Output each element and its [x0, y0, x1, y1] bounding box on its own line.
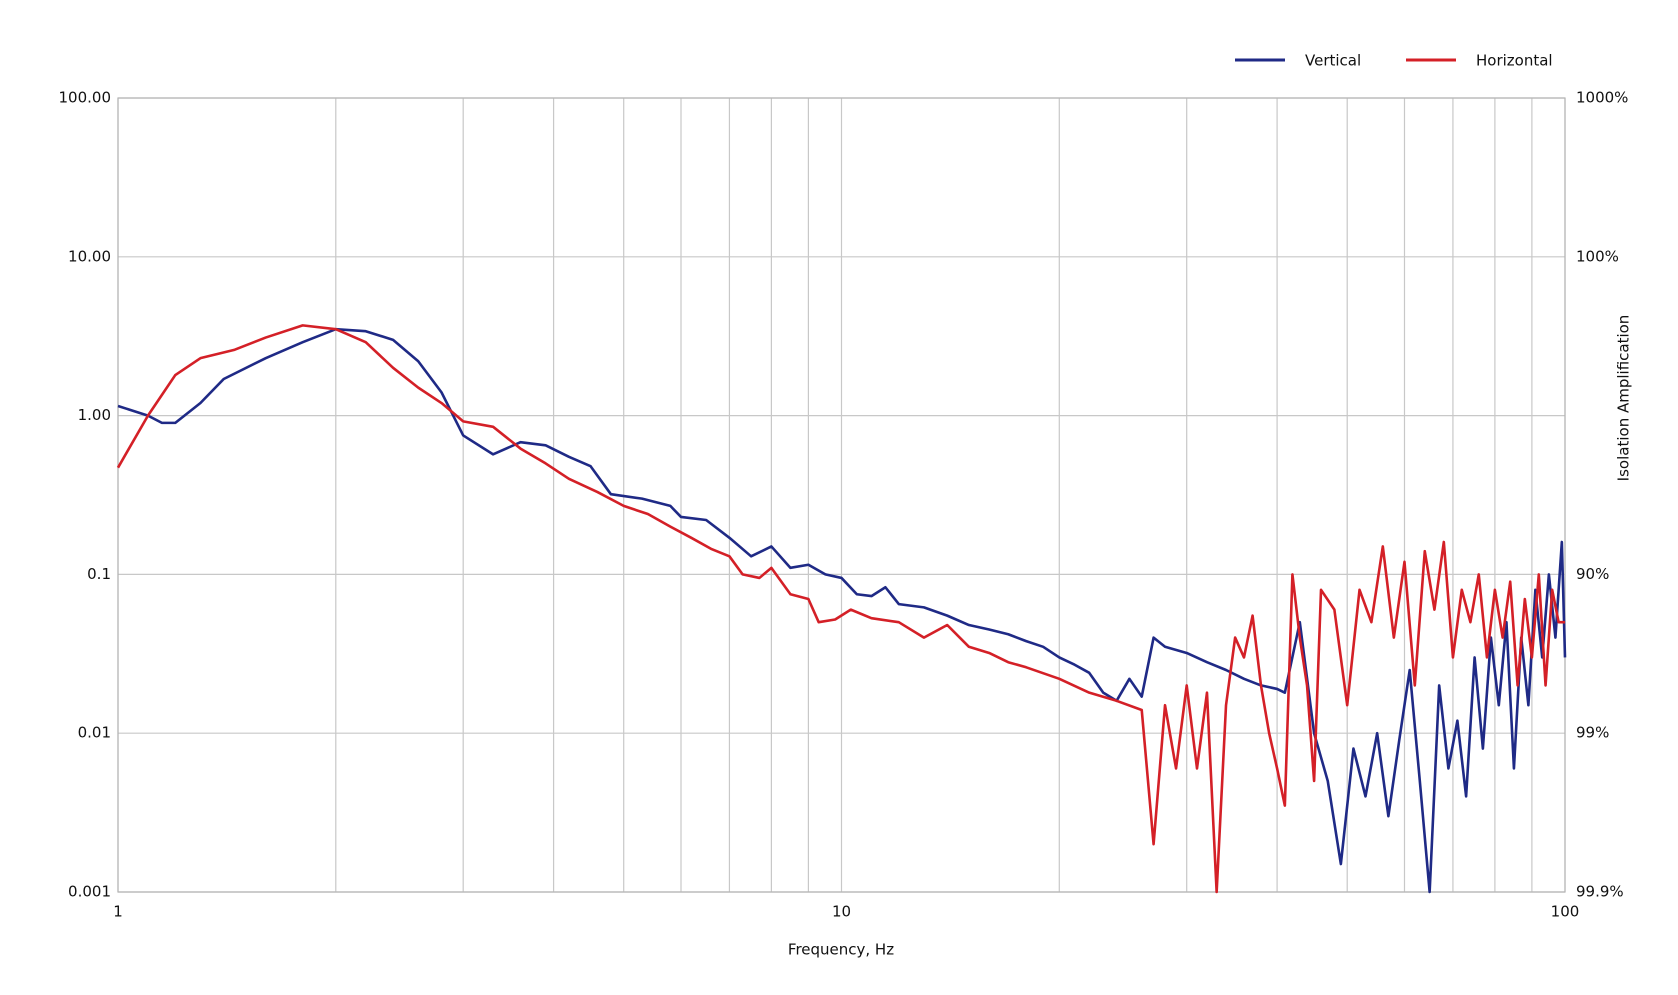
y2-tick-label: 100% — [1576, 247, 1619, 265]
plot-frame — [117, 97, 1566, 893]
x-tick-label: 1 — [113, 903, 123, 921]
y-tick-label: 100.00 — [59, 89, 112, 107]
y-tick-label: 0.001 — [68, 883, 111, 901]
series-line — [116, 324, 1565, 894]
y2-tick-label: 99.9% — [1576, 883, 1624, 901]
x-tick-label: 100 — [1551, 903, 1580, 921]
legend-label: Horizontal — [1476, 52, 1553, 70]
x-tick-label: 10 — [832, 903, 851, 921]
y-tick-label: 0.01 — [78, 724, 111, 742]
y2-axis-title: Isolation Amplification — [1615, 315, 1633, 482]
legend-label: Vertical — [1305, 52, 1361, 70]
y-tick-label: 0.1 — [87, 565, 111, 583]
y2-tick-label: 90% — [1576, 565, 1609, 583]
x-axis-title: Frequency, Hz — [788, 941, 894, 959]
y-tick-label: 10.00 — [68, 247, 111, 265]
y-tick-label: 1.00 — [78, 406, 111, 424]
y2-tick-label: 99% — [1576, 724, 1609, 742]
y2-tick-label: 1000% — [1576, 89, 1628, 107]
series-line — [117, 327, 1567, 894]
